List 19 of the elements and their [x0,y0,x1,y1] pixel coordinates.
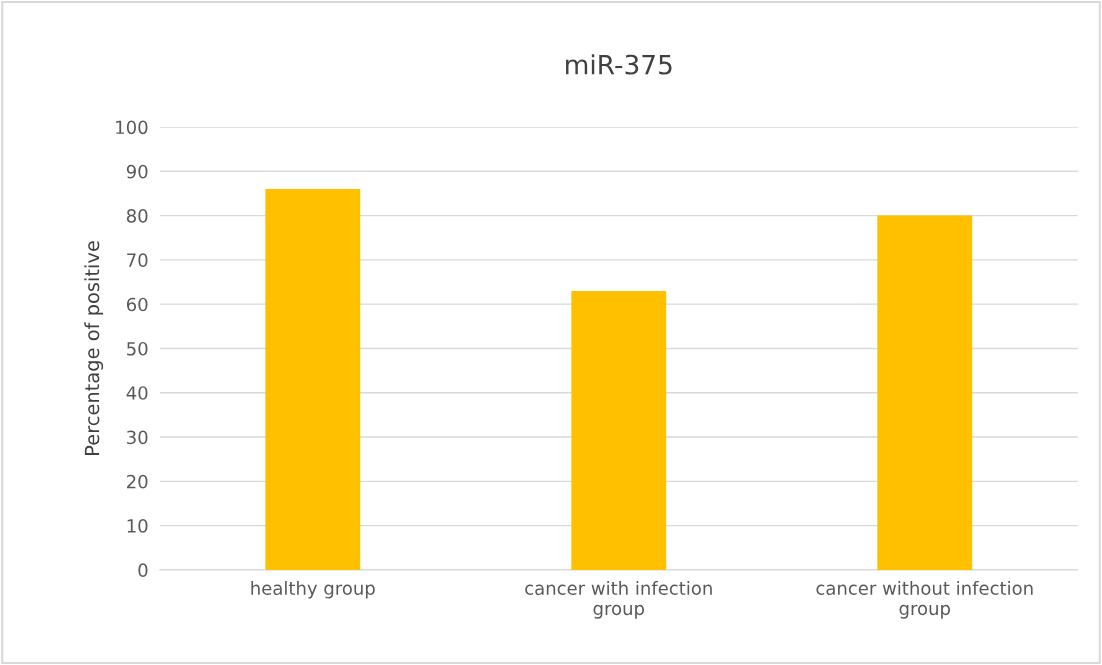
y-tick-label: 70 [127,253,148,267]
chart-title: miR-375 [566,54,672,75]
y-tick-label: 20 [127,474,148,489]
y-tick-label: 40 [126,386,148,400]
y-tick-label: 30 [127,430,148,445]
y-tick-label: 10 [127,519,148,533]
bar [265,189,361,570]
y-tick-label: 50 [127,341,148,356]
y-tick-label: 90 [126,164,148,179]
y-axis-title: Percentage of positive [84,241,104,455]
x-tick-label: cancer with infection group [525,581,712,619]
y-tick-label: 0 [138,563,148,578]
y-tick-label: 80 [126,209,148,223]
x-tick-label: cancer without infection group [816,581,1033,619]
bar [571,290,667,570]
y-tick-label: 100 [116,120,148,135]
y-tick-label: 60 [126,297,148,312]
bar [877,215,973,570]
x-tick-label: healthy group [251,581,375,599]
